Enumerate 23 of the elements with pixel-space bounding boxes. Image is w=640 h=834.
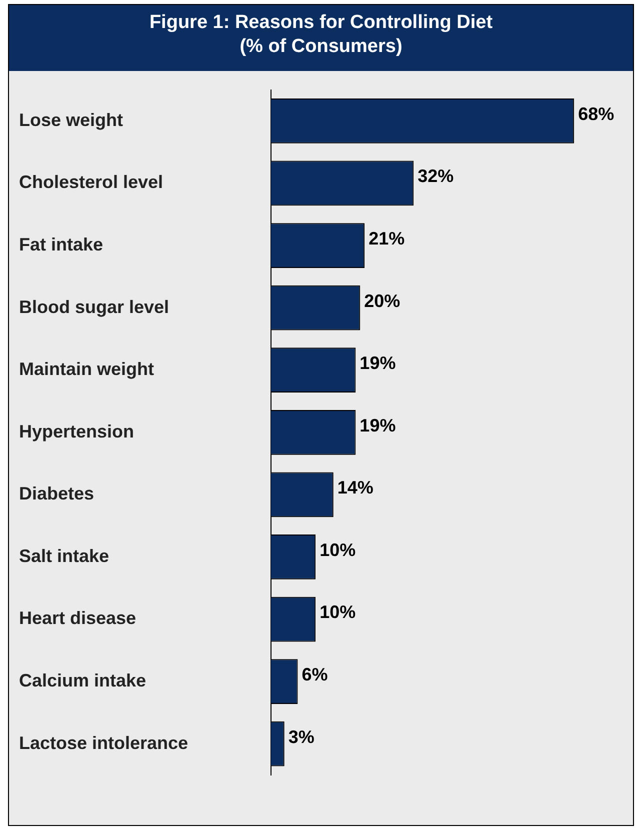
y-tick-label: Hypertension: [19, 421, 134, 442]
data-label: 32%: [418, 166, 454, 186]
data-label: 10%: [320, 602, 356, 622]
y-tick-label: Blood sugar level: [19, 296, 170, 317]
data-label: 21%: [368, 228, 405, 248]
data-label: 20%: [364, 290, 400, 311]
y-tick-label: Lactose intolerance: [19, 732, 188, 753]
data-label: 6%: [302, 664, 328, 685]
y-tick-label: Fat intake: [19, 234, 104, 254]
y-tick-label: Heart disease: [19, 608, 136, 628]
data-label: 14%: [337, 478, 374, 498]
y-tick-label: Cholesterol level: [19, 172, 164, 192]
data-label: 19%: [360, 353, 396, 374]
y-tick-label: Salt intake: [19, 546, 110, 566]
y-tick-label: Diabetes: [19, 484, 94, 504]
data-label: 3%: [288, 726, 314, 747]
data-label: 68%: [578, 104, 614, 124]
y-tick-label: Lose weight: [19, 110, 124, 130]
y-tick-label: Calcium intake: [19, 670, 146, 691]
data-label: 19%: [360, 415, 396, 436]
data-label: 10%: [320, 540, 356, 560]
y-tick-label: Maintain weight: [19, 359, 154, 380]
chart-title: Figure 1: Reasons for Controlling Diet (% of Consumers): [9, 5, 633, 71]
